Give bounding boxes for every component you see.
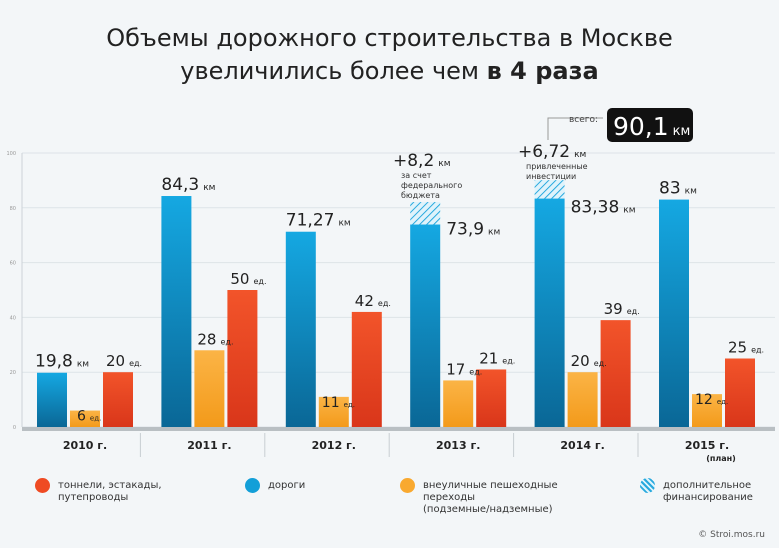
y-tick-label: 100 — [6, 151, 16, 157]
chart-title: Объемы дорожного строительства в Москве … — [0, 22, 779, 88]
legend-label-line: (подземные/надземные) — [423, 504, 553, 515]
x-tick-label: 2010 г. — [63, 439, 107, 452]
annotation-2013-value: +8,2 км — [393, 151, 451, 171]
pedestrian-value-label: 17 ед. — [446, 360, 482, 378]
pedestrian-value-label: 11 ед. — [322, 395, 355, 411]
credit: © Stroi.mos.ru — [698, 530, 765, 540]
x-tick-label: 2015 г. — [685, 439, 729, 452]
total-badge — [607, 108, 693, 142]
y-tick-label: 40 — [10, 315, 16, 321]
legend-swatch — [35, 478, 50, 493]
legend-label: внеуличные пешеходные переходы (подземные/… — [423, 480, 558, 516]
y-tick-label: 0 — [13, 425, 16, 431]
road-value-label: 73,9 км — [446, 220, 500, 240]
total-label: всего: — [569, 115, 598, 125]
legend-label-line: финансирование — [663, 492, 753, 503]
title-highlight: в 4 раза — [486, 57, 599, 85]
title-line-2: увеличились более чем в 4 раза — [0, 55, 779, 88]
bar-tunnels — [476, 369, 507, 427]
bar-pedestrian-crossings — [692, 394, 722, 427]
legend-label: дополнительное финансирование — [663, 480, 753, 504]
legend-label-line: внеуличные пешеходные — [423, 480, 558, 491]
y-tick-label: 20 — [10, 370, 16, 376]
x-tick-label: 2012 г. — [312, 439, 356, 452]
legend-swatch — [245, 478, 260, 493]
x-tick-label: 2013 г. — [436, 439, 480, 452]
legend-swatch — [640, 478, 655, 493]
pedestrian-value-label: 12 ед. — [695, 392, 728, 408]
legend-label: дороги — [268, 480, 305, 492]
bar-tunnels — [600, 320, 631, 427]
title-line-2-prefix: увеличились более чем — [180, 57, 487, 85]
x-axis — [22, 427, 775, 431]
bar-pedestrian-crossings — [443, 380, 474, 427]
title-line-1: Объемы дорожного строительства в Москве — [106, 24, 673, 52]
x-tick-label: 2011 г. — [187, 439, 231, 452]
y-tick-label: 60 — [10, 261, 16, 267]
tunnel-value-label: 50 ед. — [230, 270, 266, 288]
tunnel-value-label: 20 ед. — [106, 352, 142, 370]
road-value-label: 83,38 км — [571, 198, 636, 218]
total-connector — [547, 117, 603, 140]
road-value-label: 71,27 км — [286, 211, 351, 231]
annotation-2013-text: бюджета — [401, 191, 440, 200]
bar-tunnels — [351, 311, 382, 427]
tunnel-value-label: 42 ед. — [355, 292, 391, 310]
annotation-2014-text: привлеченные — [526, 162, 588, 171]
legend-label-line: дополнительное — [663, 480, 752, 491]
bar-additional-financing — [410, 202, 441, 225]
tunnel-value-label: 25 ед. — [728, 339, 764, 357]
annotation-2014-value: +6,72 км — [518, 142, 586, 162]
bar-pedestrian-crossings — [567, 372, 598, 427]
bar-roads — [410, 224, 441, 427]
x-tick-note: (план) — [706, 454, 736, 463]
bar-tunnels — [725, 358, 755, 427]
tunnel-value-label: 21 ед. — [479, 349, 515, 367]
annotation-2013-text: федерального — [401, 181, 462, 190]
bar-tunnels — [103, 372, 133, 427]
bar-roads — [659, 199, 689, 427]
road-value-label: 84,3 км — [161, 175, 215, 195]
bar-pedestrian-crossings — [70, 410, 100, 427]
bar-pedestrian-crossings — [318, 396, 349, 427]
bar-roads — [285, 231, 316, 427]
tunnel-value-label: 39 ед. — [604, 300, 640, 318]
legend-label-line: тоннели, эстакады, — [58, 480, 162, 491]
legend-label-line: переходы — [423, 492, 476, 503]
legend-label: тоннели, эстакады, путепроводы — [58, 480, 162, 504]
legend-label-line: дороги — [268, 480, 306, 491]
bar-tunnels — [227, 290, 258, 427]
bar-additional-financing — [534, 180, 565, 199]
bar-pedestrian-crossings — [194, 350, 225, 427]
road-value-label: 19,8 км — [35, 352, 89, 372]
legend-label-line: путепроводы — [58, 492, 129, 503]
legend-swatch — [400, 478, 415, 493]
bar-roads — [534, 198, 565, 427]
annotation-2013-text: за счет — [401, 171, 432, 180]
annotation-2014-text: инвестиции — [526, 172, 576, 181]
bar-roads — [161, 196, 192, 427]
y-tick-label: 80 — [10, 206, 16, 212]
bar-roads — [37, 372, 67, 427]
road-value-label: 83 км — [659, 179, 697, 199]
x-tick-label: 2014 г. — [560, 439, 604, 452]
